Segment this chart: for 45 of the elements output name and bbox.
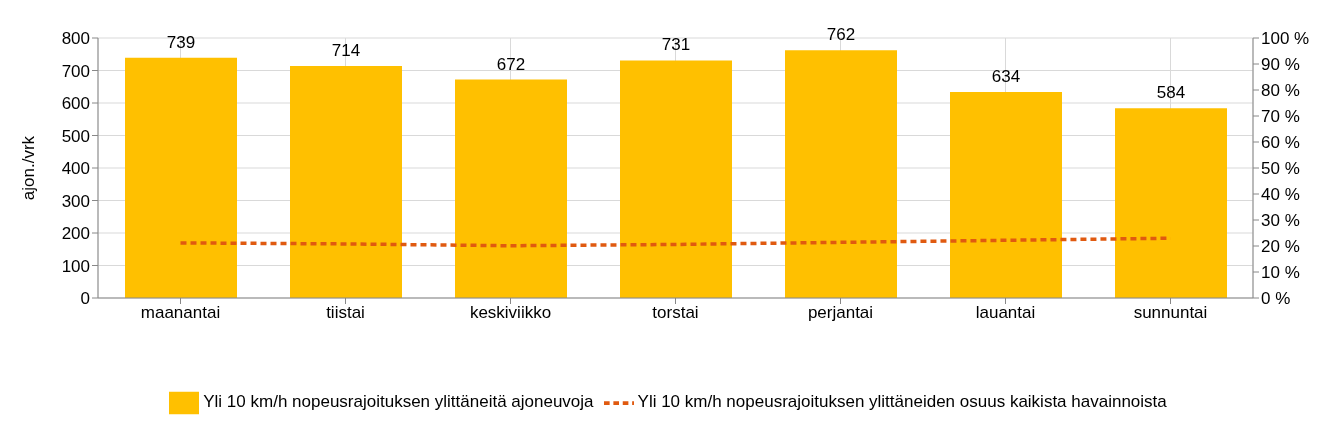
y2-tick-label: 70 % — [1261, 107, 1300, 127]
x-tick-label: keskiviikko — [469, 303, 552, 323]
x-tick-label: sunnuntai — [1133, 303, 1208, 323]
legend-label: Yli 10 km/h nopeusrajoituksen ylittäneiden osuus kaikista havainnoista — [637, 392, 1167, 412]
legend-label: Yli 10 km/h nopeusrajoituksen ylittäneitä ajoneuvoja — [203, 392, 594, 412]
data-label: 584 — [1156, 83, 1186, 103]
x-tick-label: lauantai — [975, 303, 1036, 323]
data-label: 762 — [826, 25, 856, 45]
y2-tick-label: 50 % — [1261, 159, 1300, 179]
x-tick-label: torstai — [652, 303, 699, 323]
bar — [125, 57, 237, 298]
y2-tick-label: 10 % — [1261, 263, 1300, 283]
y2-tick-label: 80 % — [1261, 81, 1300, 101]
y-tick-label: 600 — [61, 94, 90, 114]
bar — [950, 91, 1062, 298]
y-tick-label: 0 — [80, 289, 90, 309]
y-tick-label: 700 — [61, 61, 90, 81]
bar — [620, 60, 732, 298]
y2-tick-label: 40 % — [1261, 185, 1300, 205]
y-tick-label: 200 — [61, 224, 90, 244]
x-tick-label: tiistai — [326, 303, 365, 323]
y2-tick-label: 0 % — [1261, 289, 1291, 309]
x-tick-label: perjantai — [807, 303, 874, 323]
y2-tick-label: 60 % — [1261, 133, 1300, 153]
y2-tick-label: 90 % — [1261, 55, 1300, 75]
y-tick-label: 100 — [61, 256, 90, 276]
x-tick-label: maanantai — [140, 303, 221, 323]
data-label: 739 — [166, 32, 196, 52]
y-tick-label: 800 — [61, 29, 90, 49]
data-label: 634 — [991, 66, 1021, 86]
bar — [785, 50, 897, 298]
y2-tick-label: 30 % — [1261, 211, 1300, 231]
line-series — [178, 236, 1173, 248]
data-label: 731 — [661, 35, 691, 55]
bar — [455, 79, 567, 298]
data-label: 672 — [496, 54, 526, 74]
y-tick-label: 300 — [61, 191, 90, 211]
y2-tick-label: 100 % — [1261, 29, 1310, 49]
y-axis-title: ajon./vrk — [19, 135, 39, 201]
data-label: 714 — [331, 40, 361, 60]
y-tick-label: 500 — [61, 126, 90, 146]
bar — [1115, 108, 1227, 298]
bar — [290, 65, 402, 298]
y2-tick-label: 20 % — [1261, 237, 1300, 257]
y-tick-label: 400 — [61, 159, 90, 179]
